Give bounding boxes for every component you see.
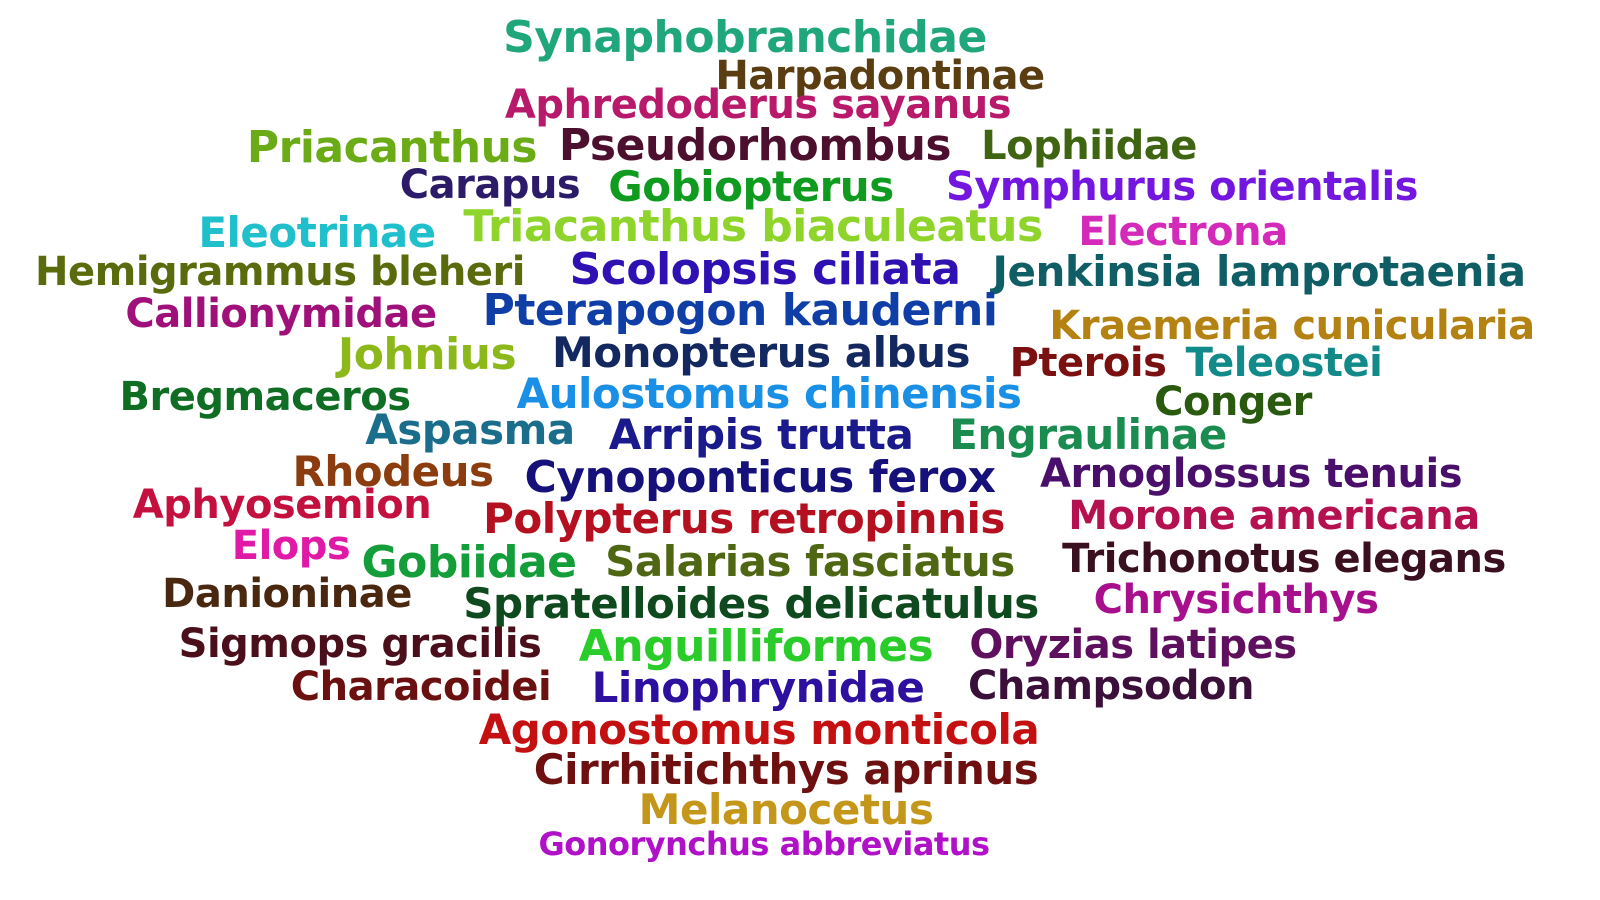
cloud-word: Monopterus albus: [552, 328, 970, 377]
cloud-word: Bregmaceros: [119, 374, 411, 420]
cloud-word: Chrysichthys: [1093, 577, 1379, 623]
cloud-word: Pterapogon kauderni: [482, 285, 998, 336]
cloud-word: Polypterus retropinnis: [483, 494, 1005, 543]
cloud-word: Anguilliformes: [578, 621, 934, 672]
cloud-word: Kraemeria cunicularia: [1049, 303, 1535, 349]
cloud-word: Lophiidae: [981, 123, 1197, 169]
cloud-word: Aspasma: [365, 405, 575, 454]
cloud-word: Gobiidae: [361, 537, 577, 588]
cloud-word: Jenkinsia lamprotaenia: [992, 247, 1526, 296]
cloud-word: Cynoponticus ferox: [524, 452, 996, 503]
cloud-word: Aphredoderus sayanus: [504, 82, 1012, 128]
cloud-word: Pseudorhombus: [558, 120, 952, 171]
cloud-word: Aulostomus chinensis: [516, 369, 1022, 418]
cloud-word: Gobiopterus: [608, 162, 894, 211]
cloud-word: Symphurus orientalis: [946, 164, 1418, 210]
cloud-word: Trichonotus elegans: [1062, 536, 1506, 582]
cloud-word: Synaphobranchidae: [503, 12, 987, 63]
cloud-word: Salarias fasciatus: [605, 537, 1015, 586]
cloud-word: Teleostei: [1185, 340, 1383, 386]
cloud-word: Morone americana: [1068, 493, 1480, 539]
cloud-word: Hemigrammus bleheri: [35, 249, 525, 295]
cloud-word: Triacanthus biaculeatus: [463, 201, 1043, 252]
cloud-word: Aphyosemion: [132, 482, 432, 528]
cloud-word: Characoidei: [290, 664, 552, 710]
cloud-word: Champsodon: [967, 663, 1255, 709]
cloud-word: Sigmops gracilis: [178, 621, 542, 667]
cloud-word: Agonostomus monticola: [478, 705, 1040, 754]
cloud-word: Conger: [1154, 379, 1312, 425]
cloud-word: Arnoglossus tenuis: [1039, 451, 1463, 497]
cloud-word: Gonorynchus abbreviatus: [538, 825, 990, 863]
cloud-word: Callionymidae: [125, 291, 437, 337]
cloud-word: Electrona: [1078, 209, 1288, 255]
cloud-word: Engraulinae: [949, 410, 1227, 459]
cloud-word: Oryzias latipes: [969, 622, 1297, 668]
cloud-word: Priacanthus: [246, 122, 538, 173]
cloud-word: Danioninae: [162, 571, 412, 617]
cloud-word: Elops: [231, 523, 351, 569]
cloud-word: Scolopsis ciliata: [569, 244, 961, 295]
cloud-word: Rhodeus: [292, 447, 494, 496]
cloud-word: Arripis trutta: [608, 410, 914, 459]
cloud-word: Johnius: [337, 329, 517, 380]
cloud-word: Carapus: [399, 162, 581, 208]
cloud-word: Cirrhitichthys aprinus: [533, 745, 1039, 794]
cloud-word: Harpadontinae: [715, 53, 1045, 99]
cloud-word: Eleotrinae: [198, 208, 436, 257]
cloud-word: Pterois: [1009, 340, 1167, 386]
cloud-word: Melanocetus: [638, 785, 934, 834]
cloud-word: Linophrynidae: [591, 663, 925, 712]
cloud-word: Spratelloides delicatulus: [463, 579, 1039, 628]
